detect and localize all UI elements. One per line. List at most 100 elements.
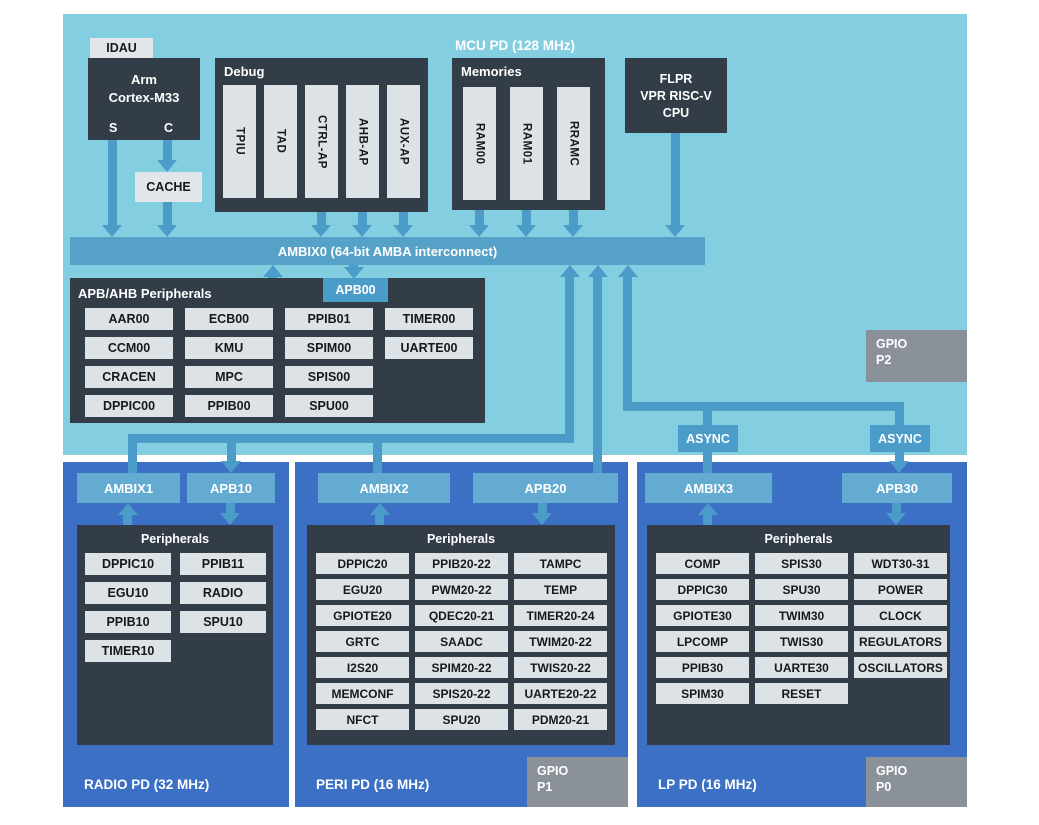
peripheral-cell: PPIB10 [85, 611, 171, 633]
async1-block: ASYNC [678, 425, 738, 452]
peripheral-cell: AAR00 [85, 308, 173, 330]
peripheral-cell: CCM00 [85, 337, 173, 359]
cache-block: CACHE [135, 172, 202, 202]
peripheral-row: MEMCONF SPIS20-22 UARTE20-22 [316, 683, 607, 704]
memories-slats: RAM00 RAM01 RRAMC [463, 87, 590, 200]
lp-peripherals-block: Peripherals COMP SPIS30 WDT30-31 DPPIC30 SPU… [647, 525, 950, 745]
peripheral-cell: PPIB00 [185, 395, 273, 417]
debug-label: Debug [224, 64, 265, 79]
peripheral-cell: UARTE30 [755, 657, 848, 678]
radio-peripherals-block: Peripherals DPPIC10 PPIB11 EGU10 RADIO PPIB1… [77, 525, 273, 745]
gpio-p1-block: GPIO P1 [527, 757, 628, 807]
connector-feeder-b-vline [593, 276, 602, 473]
peripheral-row: DPPIC00 PPIB00 SPU00 [85, 395, 473, 417]
radio-peripherals-grid: DPPIC10 PPIB11 EGU10 RADIO PPIB10 SPU10 TIMER1… [85, 553, 266, 669]
flpr-block: FLPR VPR RISC-V CPU [625, 58, 727, 133]
connector-drop-ambix2 [373, 442, 382, 473]
peripheral-cell: TEMP [514, 579, 607, 600]
debug-slat: TAD [264, 85, 297, 198]
connector-cache-line [163, 202, 172, 226]
gpio-p1-line2: P1 [537, 779, 553, 794]
apb10-block: APB10 [187, 473, 275, 503]
apb-ahb-peripherals-block: APB/AHB Peripherals AAR00 ECB00 PPIB01 TIME… [70, 278, 485, 423]
memory-slat: RAM01 [510, 87, 543, 200]
connector-feeder-a-hline [128, 434, 574, 443]
connector-async2-to-apb30-arrowhead [889, 461, 909, 473]
debug-slat: AUX-AP [387, 85, 420, 198]
peripheral-cell: KMU [185, 337, 273, 359]
gpio-p1-line1: GPIO [537, 764, 569, 778]
connector-async1-to-ambix3 [703, 452, 712, 473]
peripheral-cell: PPIB01 [285, 308, 373, 330]
peripheral-cell: NFCT [316, 709, 409, 730]
connector-radio-up-arrowhead [118, 503, 138, 515]
peripheral-cell: DPPIC20 [316, 553, 409, 574]
idau-tag: IDAU [90, 38, 153, 58]
debug-slat: TPIU [223, 85, 256, 198]
radio-pd-label: RADIO PD (32 MHz) [84, 777, 210, 792]
connector-apbahb-up-line [268, 276, 277, 279]
connector-ahb-ap-line [358, 200, 367, 226]
peripheral-cell: RESET [755, 683, 848, 704]
connector-ctrl-ap-line [317, 200, 326, 226]
peripheral-cell: DPPIC30 [656, 579, 749, 600]
peripheral-cell: RADIO [180, 582, 266, 604]
debug-block: Debug TPIU TAD CTRL-AP AHB-AP AUX-AP [215, 58, 428, 212]
peri-peripherals-block: Peripherals DPPIC20 PPIB20-22 TAMPC EGU20 PW… [307, 525, 615, 745]
ambix0-label: AMBIX0 (64-bit AMBA interconnect) [277, 243, 498, 259]
peripheral-row: GRTC SAADC TWIM20-22 [316, 631, 607, 652]
peripheral-cell: SPU10 [180, 611, 266, 633]
peripheral-cell: SPU00 [285, 395, 373, 417]
peripheral-cell: DPPIC00 [85, 395, 173, 417]
peripheral-cell: QDEC20-21 [415, 605, 508, 626]
connector-lp-down-line [892, 503, 901, 514]
flpr-label-line3: CPU [662, 105, 690, 120]
cortex-m33-block: Arm Cortex-M33 S C [88, 58, 200, 140]
memory-slat: RAM00 [463, 87, 496, 200]
peripheral-row: TIMER10 [85, 640, 266, 662]
peripheral-cell: SPIS00 [285, 366, 373, 388]
connector-ram00-arrowhead [469, 225, 489, 237]
peripheral-cell: PPIB30 [656, 657, 749, 678]
connector-ram01-line [522, 200, 531, 226]
connector-radio-down-arrowhead [220, 513, 240, 525]
peri-peripherals-grid: DPPIC20 PPIB20-22 TAMPC EGU20 PWM20-22 TEMP GP… [316, 553, 607, 735]
peripheral-cell: SPIS20-22 [415, 683, 508, 704]
peripheral-cell: TIMER00 [385, 308, 473, 330]
connector-cortex-c-line [163, 140, 172, 161]
peripheral-cell: SPIM00 [285, 337, 373, 359]
debug-slats: TPIU TAD CTRL-AP AHB-AP AUX-AP [223, 85, 420, 198]
peripheral-cell: ECB00 [185, 308, 273, 330]
async2-block: ASYNC [870, 425, 930, 452]
gpio-p0-line1: GPIO [876, 764, 908, 778]
connector-drop-apb10-arrowhead [221, 461, 241, 473]
peripheral-cell: WDT30-31 [854, 553, 947, 574]
apb-ahb-label: APB/AHB Peripherals [78, 286, 212, 301]
connector-cache-arrowhead [157, 225, 177, 237]
peripheral-row: DPPIC20 PPIB20-22 TAMPC [316, 553, 607, 574]
connector-feeder-a-vline [565, 276, 574, 443]
peripheral-cell: TWIS30 [755, 631, 848, 652]
flpr-label-line1: FLPR [659, 72, 693, 86]
connector-flpr-line [671, 133, 680, 226]
peripheral-row: NFCT SPU20 PDM20-21 [316, 709, 607, 730]
connector-aux-ap-line [399, 200, 408, 226]
cortex-label-line2: Cortex-M33 [108, 89, 180, 105]
ambix0-bar: AMBIX0 (64-bit AMBA interconnect) [70, 237, 705, 265]
peripheral-cell: PWM20-22 [415, 579, 508, 600]
memories-block: Memories RAM00 RAM01 RRAMC [452, 58, 605, 210]
peripheral-cell: UARTE20-22 [514, 683, 607, 704]
apb20-block: APB20 [473, 473, 618, 503]
peripheral-cell: I2S20 [316, 657, 409, 678]
lp-peripherals-grid: COMP SPIS30 WDT30-31 DPPIC30 SPU30 POWER GPIOT… [656, 553, 947, 709]
cortex-port-s: S [109, 121, 118, 135]
peripheral-cell: PPIB20-22 [415, 553, 508, 574]
peripheral-cell: TWIM20-22 [514, 631, 607, 652]
cortex-label-line1: Arm [130, 72, 157, 87]
peripheral-cell: EGU20 [316, 579, 409, 600]
peripheral-row: GPIOTE20 QDEC20-21 TIMER20-24 [316, 605, 607, 626]
connector-drop-async2 [895, 410, 904, 426]
connector-peri-down-line [538, 503, 547, 514]
peripheral-cell: LPCOMP [656, 631, 749, 652]
gpio-p0-line2: P0 [876, 779, 892, 794]
